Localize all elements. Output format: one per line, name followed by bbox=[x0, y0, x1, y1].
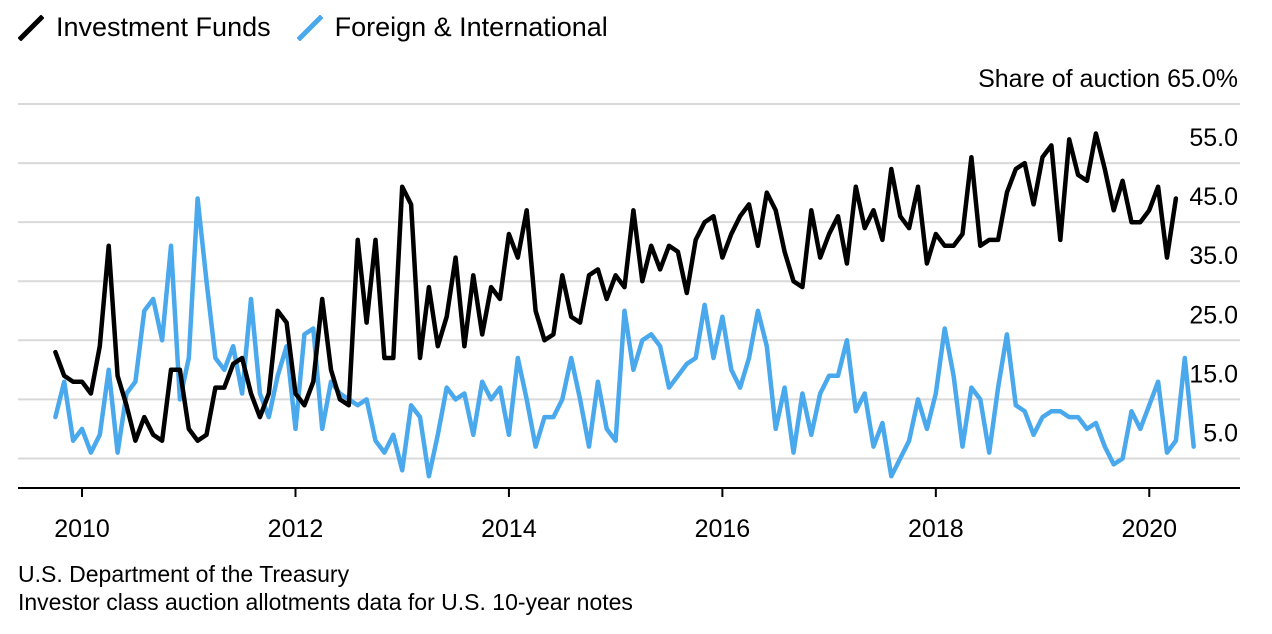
y-tick-label: 5.0 bbox=[1203, 419, 1238, 447]
y-tick-label: 55.0 bbox=[1189, 124, 1238, 152]
legend-label-investment-funds: Investment Funds bbox=[56, 12, 271, 42]
y-tick-label: Share of auction 65.0% bbox=[978, 65, 1238, 93]
y-tick-label: 45.0 bbox=[1189, 183, 1238, 211]
legend: Investment Funds Foreign & International bbox=[18, 12, 634, 43]
x-tick-label: 2012 bbox=[268, 515, 324, 543]
source-line-2: Investor class auction allotments data f… bbox=[18, 589, 633, 615]
series-line-foreign-international bbox=[53, 196, 1196, 479]
legend-label-foreign-international: Foreign & International bbox=[334, 12, 608, 42]
x-tick-label: 2018 bbox=[908, 515, 964, 543]
x-tick-label: 2020 bbox=[1121, 515, 1177, 543]
legend-swatch-blue-icon bbox=[296, 14, 323, 41]
y-tick-label: 35.0 bbox=[1189, 242, 1238, 270]
source-note: U.S. Department of the Treasury Investor… bbox=[18, 560, 633, 616]
x-tick-label: 2010 bbox=[54, 515, 110, 543]
legend-item-foreign-international[interactable]: Foreign & International bbox=[296, 12, 608, 43]
series-line-investment-funds bbox=[53, 131, 1179, 443]
x-tick-label: 2014 bbox=[481, 515, 537, 543]
x-tick-label: 2016 bbox=[695, 515, 751, 543]
y-tick-label: 25.0 bbox=[1189, 301, 1238, 329]
legend-swatch-black-icon bbox=[18, 14, 44, 41]
legend-item-investment-funds[interactable]: Investment Funds bbox=[18, 12, 271, 43]
y-tick-label: 15.0 bbox=[1189, 360, 1238, 388]
source-line-1: U.S. Department of the Treasury bbox=[18, 561, 350, 587]
